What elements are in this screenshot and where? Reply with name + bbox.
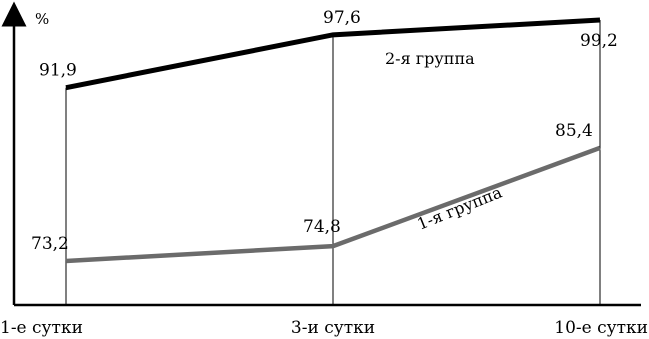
data-label-0-0: 91,9 xyxy=(39,61,77,81)
x-tick-label-1: 3-и сутки xyxy=(291,318,375,338)
x-tick-label-0: 1-е сутки xyxy=(0,318,83,338)
series-name-1: 1-я группа xyxy=(414,182,505,233)
y-axis-label: % xyxy=(35,10,49,28)
series-name-0: 2-я группа xyxy=(385,49,475,68)
x-tick-label-2: 10-е сутки xyxy=(554,318,648,338)
data-label-1-0: 73,2 xyxy=(31,234,69,254)
data-label-0-1: 97,6 xyxy=(323,8,361,28)
data-label-0-2: 99,2 xyxy=(580,31,618,51)
data-label-1-2: 85,4 xyxy=(555,121,593,141)
data-label-1-1: 74,8 xyxy=(303,217,341,237)
